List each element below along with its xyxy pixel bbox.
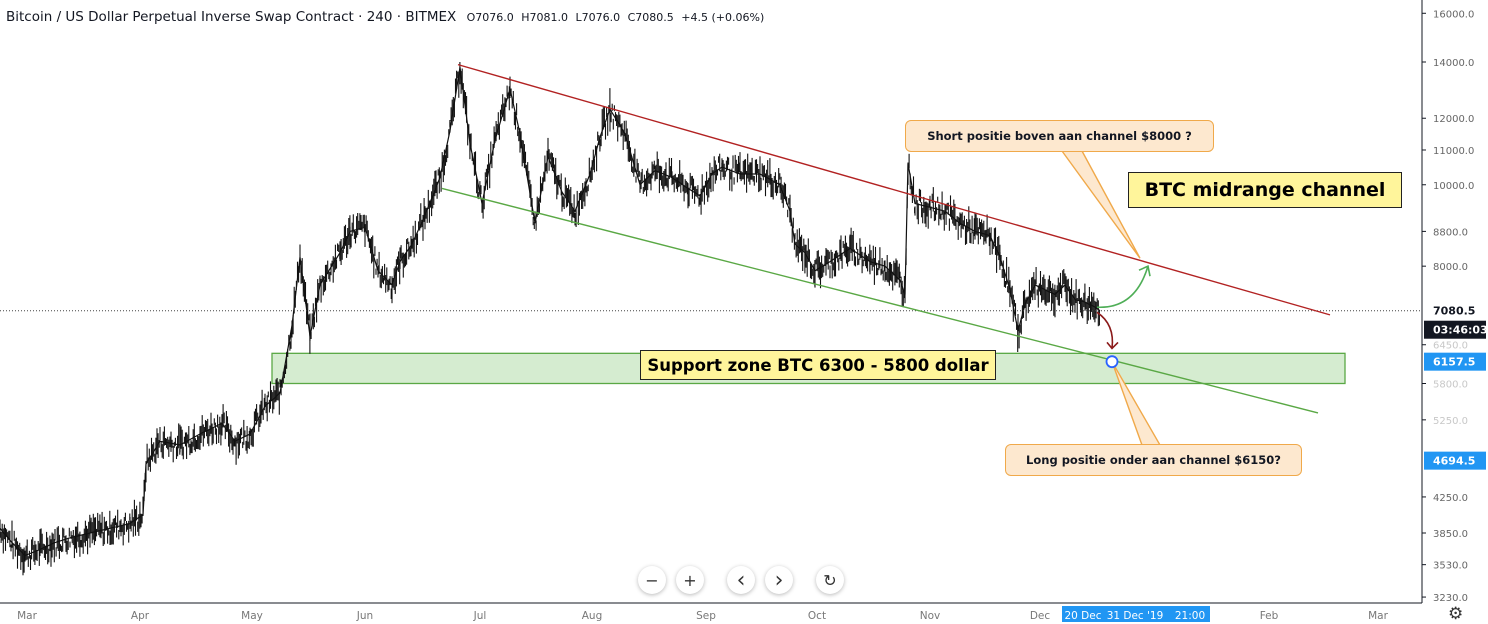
price-tick-label: 8800.0 — [1433, 227, 1468, 238]
short-position-callout: Short positie boven aan channel $8000 ? — [905, 120, 1214, 152]
long-position-callout: Long positie onder aan channel $6150? — [1005, 444, 1302, 476]
price-tick-label: 11000.0 — [1433, 146, 1474, 157]
support-trendline — [441, 187, 1319, 414]
symbol-title: Bitcoin / US Dollar Perpetual Inverse Sw… — [6, 9, 457, 25]
bullish-arrowhead — [1138, 265, 1151, 277]
scroll-left-button[interactable]: ‹ — [727, 566, 755, 594]
gear-icon: ⚙ — [1448, 604, 1464, 624]
countdown-badge: 03:46:03 — [1433, 324, 1488, 337]
level-2-badge-bg — [1424, 451, 1486, 470]
long-callout-text: Long positie onder aan channel $6150? — [1026, 453, 1281, 467]
chart-settings-button[interactable]: ⚙ — [1448, 604, 1463, 624]
time-tick-label: Oct — [808, 610, 826, 622]
reset-chart-button[interactable]: ↻ — [816, 566, 844, 594]
time-axis: Mar Apr May Jun Jul Aug Sep Oct Nov Dec Feb Mar 20 D… — [17, 606, 1389, 622]
time-tick-label: Aug — [582, 610, 603, 622]
support-zone-label: Support zone BTC 6300 - 5800 dollar — [640, 350, 996, 380]
time-tick-label: Jun — [356, 610, 373, 622]
level-1-badge-bg — [1424, 352, 1486, 371]
change-value: +4.5 (+0.06%) — [681, 11, 765, 24]
plus-icon: + — [683, 570, 697, 590]
bearish-arrowhead — [1106, 341, 1119, 350]
zoom-in-button[interactable]: + — [676, 566, 704, 594]
time-tick-label: Mar — [1368, 610, 1388, 622]
time-tick-label: Nov — [920, 610, 941, 622]
price-tick-label: 8000.0 — [1433, 262, 1468, 273]
time-range-highlight — [1062, 606, 1210, 622]
bullish-projection-arrow — [1096, 265, 1149, 308]
price-tick-label: 5800.0 — [1433, 379, 1468, 390]
countdown-badge-bg — [1424, 320, 1486, 339]
trendlines — [441, 63, 1331, 414]
price-tick-label: 16000.0 — [1433, 9, 1474, 20]
bearish-projection-arrow — [1096, 311, 1114, 349]
time-tick-label: Dec — [1030, 610, 1051, 622]
chevron-right-icon: › — [774, 567, 784, 593]
channel-label: BTC midrange channel — [1128, 172, 1402, 208]
zoom-out-button[interactable]: − — [638, 566, 666, 594]
price-tick-label: 3230.0 — [1433, 593, 1468, 604]
time-tick-label: Mar — [17, 610, 37, 622]
price-tick-label: 5250.0 — [1433, 416, 1468, 427]
price-line — [0, 67, 1101, 557]
scroll-right-button[interactable]: › — [765, 566, 793, 594]
short-callout-text: Short positie boven aan channel $8000 ? — [927, 129, 1192, 143]
time-tick-label: Apr — [131, 610, 150, 622]
time-tick-label: Feb — [1260, 610, 1279, 622]
time-badge-label: 20 Dec — [1064, 610, 1101, 622]
support-zone-label-text: Support zone BTC 6300 - 5800 dollar — [647, 355, 989, 375]
last-price-badge-bg — [1424, 301, 1486, 320]
close-value: C7080.5 — [627, 11, 674, 24]
time-badge-label: 31 Dec '19 — [1107, 610, 1164, 622]
time-tick-label: Sep — [696, 610, 716, 622]
level-2-badge: 4694.5 — [1433, 455, 1475, 468]
last-price-badge: 7080.5 — [1433, 305, 1475, 318]
price-tick-label: 3850.0 — [1433, 529, 1468, 540]
ohlc-values: O7076.0 H7081.0 L7076.0 C7080.5 +4.5 (+0… — [467, 11, 769, 24]
price-tick-label: 12000.0 — [1433, 114, 1474, 125]
chart-header: Bitcoin / US Dollar Perpetual Inverse Sw… — [6, 9, 768, 25]
price-tick-label: 14000.0 — [1433, 58, 1474, 69]
channel-label-text: BTC midrange channel — [1144, 179, 1386, 201]
projection-arrows — [1096, 265, 1151, 369]
level-1-badge: 6157.5 — [1433, 356, 1475, 369]
price-tick-label: 10000.0 — [1433, 181, 1474, 192]
minus-icon: − — [645, 570, 659, 590]
price-series — [0, 62, 1422, 576]
reset-icon: ↻ — [823, 570, 837, 590]
price-axis: 16000.0 14000.0 12000.0 11000.0 10000.0 8800.… — [1422, 9, 1488, 604]
chevron-left-icon: ‹ — [736, 567, 746, 593]
time-tick-label: Jul — [473, 610, 487, 622]
high-value: H7081.0 — [521, 11, 568, 24]
price-tick-label: 3530.0 — [1433, 561, 1468, 572]
open-value: O7076.0 — [466, 11, 514, 24]
entry-point-marker — [1105, 355, 1119, 369]
time-badge-label: 21:00 — [1175, 610, 1205, 622]
price-tick-label: 4250.0 — [1433, 493, 1468, 504]
time-tick-label: May — [241, 610, 263, 622]
price-tick-label: 6450.0 — [1433, 341, 1468, 352]
low-value: L7076.0 — [575, 11, 621, 24]
resistance-trendline — [457, 63, 1331, 316]
